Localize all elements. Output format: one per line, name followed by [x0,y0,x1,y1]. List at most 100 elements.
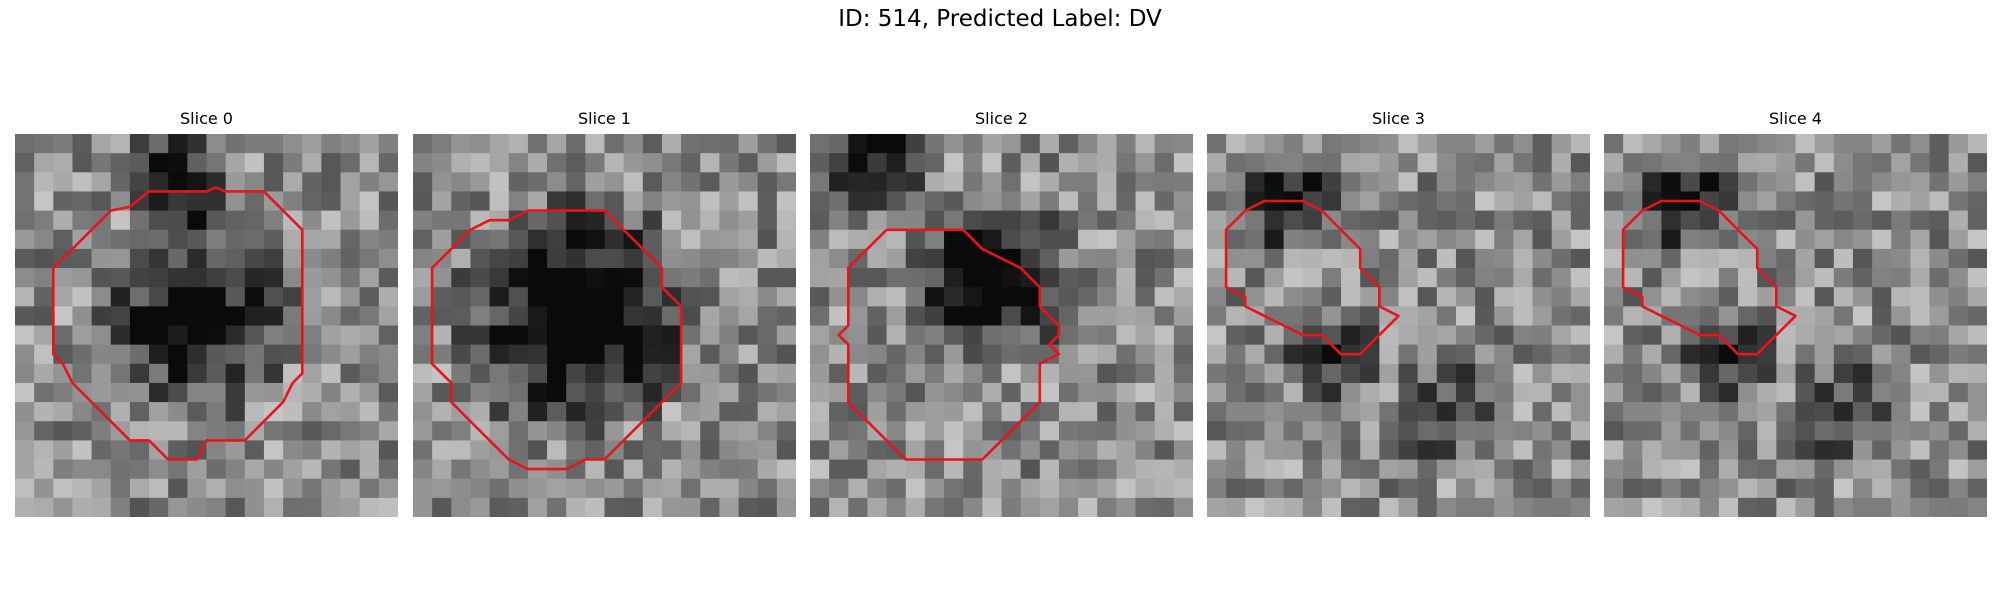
slice-title: Slice 2 [975,109,1028,128]
pixel-cell [1833,363,1854,384]
pixel-cell [944,134,964,154]
pixel-cell [1379,402,1400,422]
pixel-cell [72,402,93,422]
pixel-cell [1623,191,1643,212]
pixel-cell [829,229,849,250]
pixel-cell [1283,478,1304,499]
pixel-cell [1738,268,1758,288]
pixel-cell [1513,478,1534,499]
pixel-cell [1929,268,1950,288]
pixel-cell [340,268,361,288]
pixel-cell [302,497,322,517]
pixel-cell [566,325,586,346]
pixel-cell [1360,344,1380,365]
pixel-cell [244,325,265,346]
pixel-cell [206,363,227,384]
pixel-cell [1321,344,1342,365]
pixel-cell [1417,363,1438,384]
pixel-cell [1135,325,1156,346]
pixel-cell [623,210,644,231]
pixel-cell [1078,344,1098,365]
pixel-cell [1173,229,1193,250]
pixel-cell [359,459,380,480]
pixel-cell [187,382,208,403]
pixel-cell [451,153,472,173]
pixel-cell [53,421,74,441]
pixel-cell [489,268,510,288]
pixel-cell [1173,363,1193,384]
pixel-cell [1154,478,1175,499]
pixel-cell [527,134,548,154]
pixel-cell [168,210,188,231]
pixel-cell [776,363,796,384]
pixel-cell [1264,306,1285,327]
pixel-cell [623,325,644,346]
pixel-cell [187,478,208,499]
pixel-cell [1154,287,1175,307]
pixel-cell [1154,421,1175,441]
pixel-cell [642,287,663,307]
pixel-cell [642,421,663,441]
slice-title: Slice 1 [578,109,631,128]
pixel-cell [1814,478,1835,499]
pixel-cell [1642,248,1663,269]
pixel-cell [963,421,983,441]
pixel-cell [168,287,188,307]
pixel-cell [508,421,529,441]
pixel-cell [1001,382,1022,403]
pixel-cell [810,440,830,461]
pixel-cell [944,459,964,480]
pixel-cell [604,248,625,269]
pixel-cell [1379,363,1400,384]
pixel-cell [944,248,964,269]
pixel-cell [1078,421,1098,441]
pixel-cell [1699,421,1720,441]
pixel-cell [547,306,567,327]
pixel-cell [1604,497,1624,517]
pixel-cell [681,363,701,384]
pixel-cell [982,497,1003,517]
pixel-cell [1795,229,1816,250]
slice-title: Slice 4 [1769,109,1822,128]
pixel-cell [623,172,644,193]
pixel-cell [340,497,361,517]
pixel-cell [451,459,472,480]
pixel-cell [1097,306,1117,327]
pixel-cell [53,287,74,307]
pixel-cell [1661,248,1682,269]
pixel-cell [168,421,188,441]
pixel-cell [1207,172,1227,193]
pixel-cell [129,440,150,461]
pixel-cell [1097,459,1117,480]
pixel-cell [1379,478,1400,499]
pixel-cell [34,248,54,269]
pixel-cell [810,344,830,365]
pixel-cell [15,248,35,269]
pixel-cell [359,421,380,441]
pixel-cell [1551,421,1572,441]
pixel-cell [1833,306,1854,327]
pixel-cell [15,459,35,480]
pixel-cell [1494,344,1514,365]
pixel-cell [1097,248,1117,269]
pixel-cell [378,440,398,461]
pixel-cell [168,306,188,327]
pixel-cell [1020,287,1041,307]
pixel-cell [378,134,398,154]
pixel-cell [810,325,830,346]
pixel-cell [1718,478,1739,499]
pixel-cell [905,153,926,173]
pixel-cell [1135,497,1156,517]
pixel-cell [206,172,227,193]
pixel-cell [72,440,93,461]
pixel-cell [1967,440,1987,461]
pixel-cell [527,229,548,250]
pixel-cell [1929,363,1950,384]
pixel-cell [34,497,54,517]
pixel-cell [1680,172,1701,193]
pixel-cell [604,153,625,173]
pixel-cell [206,134,227,154]
pixel-cell [738,459,759,480]
pixel-cell [1872,306,1892,327]
pixel-cell [1475,287,1495,307]
